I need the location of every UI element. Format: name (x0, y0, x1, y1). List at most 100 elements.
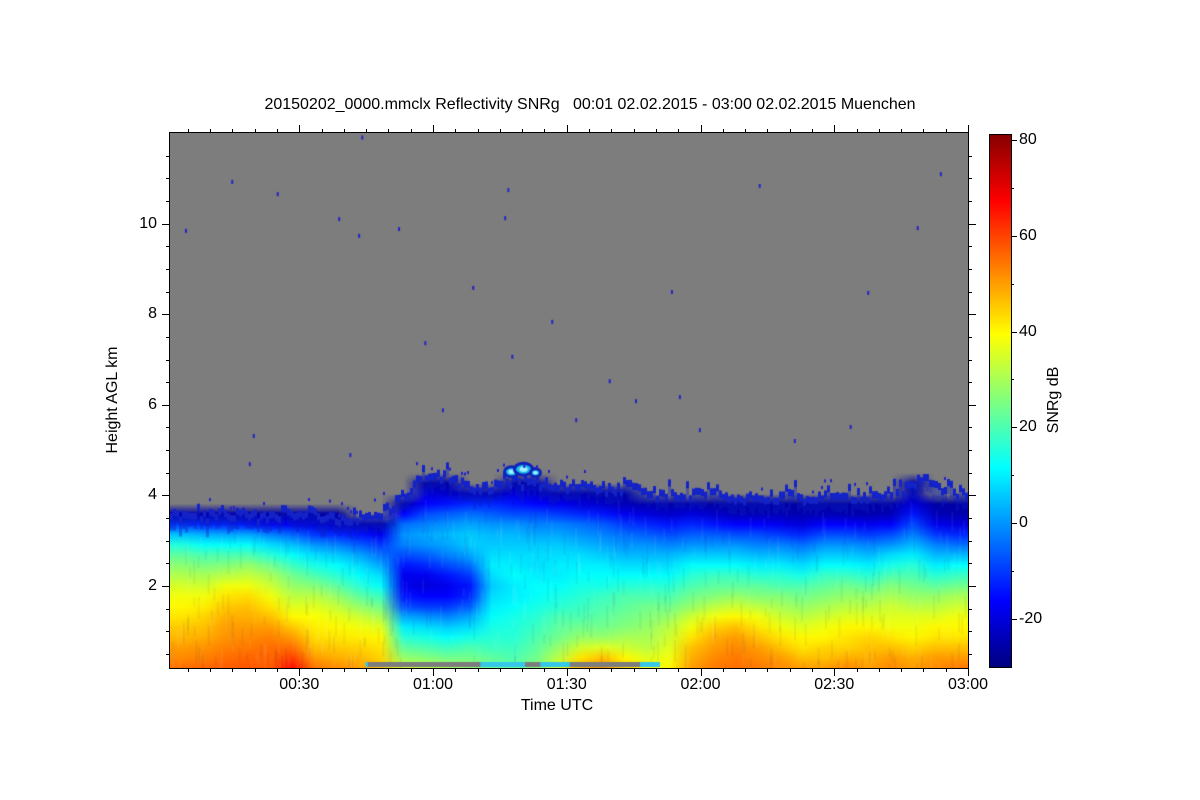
x-minor-tick (477, 668, 479, 672)
y-minor-tick (166, 382, 170, 384)
x-minor-tick-top (901, 129, 903, 133)
x-minor-tick-top (210, 129, 212, 133)
x-tick-mark-top (968, 125, 969, 133)
x-tick-label: 03:00 (947, 676, 989, 693)
y-minor-tick (166, 268, 170, 270)
y-tick-mark-right (968, 586, 976, 587)
x-minor-tick (811, 668, 813, 672)
x-minor-tick (789, 668, 791, 672)
x-minor-tick-top (343, 129, 345, 133)
colorbar-minor-tick (1011, 187, 1014, 189)
colorbar-tick-label: -20 (1019, 610, 1043, 628)
colorbar-minor-tick (1011, 283, 1014, 285)
y-tick-mark (162, 314, 170, 316)
y-minor-tick-right (968, 200, 972, 202)
x-tick-mark-top (834, 125, 836, 133)
y-minor-tick-right (968, 427, 972, 429)
x-minor-tick-top (722, 129, 724, 133)
x-minor-tick-top (878, 129, 880, 133)
y-tick-label: 2 (148, 577, 157, 594)
y-minor-tick-right (968, 563, 972, 565)
x-minor-tick (388, 668, 390, 672)
colorbar-gradient (989, 134, 1012, 668)
y-minor-tick-right (968, 472, 972, 474)
y-axis-title: Height AGL km (104, 346, 121, 454)
x-minor-tick (232, 668, 234, 672)
y-tick-mark (162, 495, 170, 497)
y-tick-label: 10 (139, 214, 157, 232)
x-minor-tick-top (321, 129, 323, 133)
plot-title: 20150202_0000.mmclx Reflectivity SNRg 00… (264, 96, 916, 113)
x-minor-tick (878, 668, 880, 672)
y-tick-mark-right (968, 404, 976, 406)
y-minor-tick (166, 359, 170, 361)
y-minor-tick-right (968, 631, 972, 633)
x-minor-tick-top (232, 129, 234, 133)
y-minor-tick (166, 608, 170, 610)
x-tick-mark-top (566, 125, 568, 133)
x-minor-tick (410, 668, 412, 672)
colorbar-tick-label: 20 (1019, 418, 1037, 436)
x-tick-mark (834, 668, 836, 676)
x-minor-tick-top (923, 129, 925, 133)
x-tick-mark-top (433, 125, 435, 133)
x-tick-mark (700, 668, 702, 676)
colorbar-tick-mark (1011, 619, 1017, 621)
x-minor-tick-top (388, 129, 390, 133)
x-minor-tick (611, 668, 613, 672)
x-minor-tick (655, 668, 657, 672)
x-tick-mark (968, 668, 969, 676)
x-tick-mark-top (299, 125, 301, 133)
y-minor-tick (166, 518, 170, 520)
y-minor-tick-right (968, 450, 972, 452)
x-minor-tick-top (811, 129, 813, 133)
y-minor-tick (166, 336, 170, 338)
x-minor-tick-top (767, 129, 769, 133)
y-minor-tick-right (968, 608, 972, 610)
x-tick-mark (433, 668, 435, 676)
x-tick-mark (299, 668, 301, 676)
y-minor-tick (166, 563, 170, 565)
x-minor-tick (321, 668, 323, 672)
colorbar-tick-label: 60 (1019, 226, 1037, 244)
x-axis-title: Time UTC (520, 697, 594, 714)
colorbar-tick-mark (1011, 139, 1017, 141)
colorbar-tick-mark (1011, 427, 1017, 429)
y-minor-tick (166, 472, 170, 474)
x-minor-tick-top (789, 129, 791, 133)
x-minor-tick (923, 668, 925, 672)
x-minor-tick-top (410, 129, 412, 133)
y-tick-label: 6 (148, 395, 157, 413)
colorbar-tick-label: 0 (1019, 514, 1028, 532)
y-minor-tick (166, 246, 170, 248)
x-minor-tick (745, 668, 747, 672)
x-tick-mark-top (700, 125, 702, 133)
x-minor-tick (678, 668, 680, 672)
x-tick-label: 00:30 (279, 676, 320, 693)
x-minor-tick (276, 668, 278, 672)
y-minor-tick (166, 178, 170, 180)
x-minor-tick-top (611, 129, 613, 133)
x-minor-tick (767, 668, 769, 672)
x-minor-tick-top (945, 129, 947, 133)
x-minor-tick-top (856, 129, 858, 133)
x-minor-tick (187, 668, 189, 672)
x-minor-tick-top (745, 129, 747, 133)
x-minor-tick-top (254, 129, 256, 133)
x-minor-tick (945, 668, 947, 672)
x-minor-tick-top (187, 129, 189, 133)
y-minor-tick-right (968, 540, 972, 542)
y-minor-tick (166, 427, 170, 429)
x-minor-tick (254, 668, 256, 672)
y-tick-label: 8 (148, 305, 157, 323)
colorbar-minor-tick (1011, 475, 1014, 477)
x-minor-tick (522, 668, 524, 672)
y-tick-mark-right (968, 495, 976, 497)
y-minor-tick-right (968, 359, 972, 361)
y-minor-tick-right (968, 291, 972, 293)
y-tick-mark (162, 404, 170, 406)
y-minor-tick (166, 450, 170, 452)
y-minor-tick (166, 155, 170, 157)
x-minor-tick-top (276, 129, 278, 133)
